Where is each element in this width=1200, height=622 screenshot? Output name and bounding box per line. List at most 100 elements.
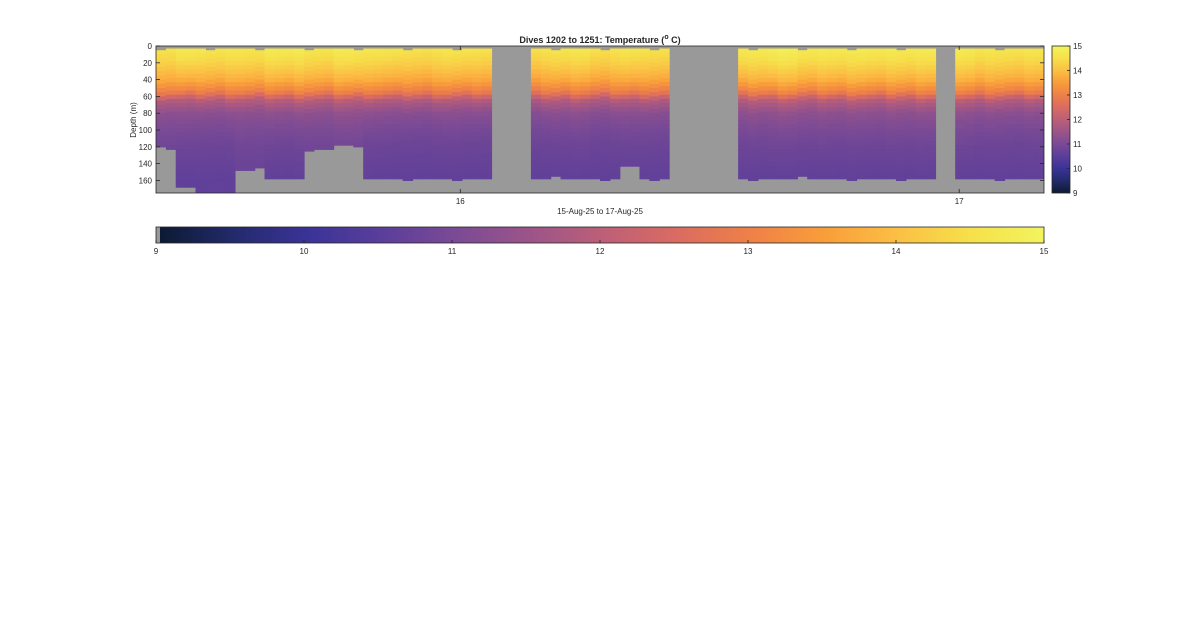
heatmap-cell (323, 124, 335, 129)
heatmap-cell (530, 166, 542, 171)
heatmap-cell (294, 132, 305, 138)
heatmap-cell (974, 174, 986, 180)
heatmap-cell (925, 56, 937, 62)
heatmap-cell (442, 140, 453, 146)
heatmap-cell (422, 65, 433, 71)
heatmap-cell (580, 65, 591, 71)
heatmap-cell (333, 140, 345, 146)
heatmap-cell (1004, 136, 1015, 142)
heatmap-cell (461, 119, 473, 125)
heatmap-cell (304, 75, 315, 81)
heatmap-cell (432, 61, 443, 66)
heatmap-cell (866, 98, 877, 104)
heatmap-cell (373, 48, 384, 54)
heatmap-cell (738, 98, 749, 104)
heatmap-cell (264, 77, 275, 83)
heatmap-cell (600, 146, 611, 152)
heatmap-cell (442, 157, 453, 163)
heatmap-cell (284, 98, 295, 104)
heatmap-cell (343, 65, 354, 71)
heatmap-cell (846, 121, 858, 127)
heatmap-cell (353, 104, 364, 110)
heatmap-cell (382, 82, 394, 87)
heatmap-cell (777, 111, 789, 117)
heatmap-cell (402, 159, 414, 165)
heatmap-cell (896, 109, 907, 114)
heatmap-cell (787, 157, 798, 163)
heatmap-cell (659, 149, 670, 155)
heatmap-cell (905, 136, 917, 142)
heatmap-cell (797, 96, 808, 102)
heatmap-cell (225, 115, 236, 121)
heatmap-cell (896, 138, 907, 144)
heatmap-cell (757, 77, 769, 83)
heatmap-cell (294, 52, 305, 58)
heatmap-cell (965, 48, 976, 54)
heatmap-cell (294, 48, 305, 54)
y-tick-label: 140 (139, 160, 153, 169)
heatmap-cell (205, 71, 216, 76)
heatmap-cell (185, 77, 197, 83)
heatmap-cell (994, 58, 1006, 64)
heatmap-cell (1014, 86, 1025, 92)
heatmap-cell (363, 73, 374, 79)
heatmap-cell (777, 98, 789, 104)
heatmap-cell (313, 107, 325, 113)
heatmap-cell (886, 111, 897, 117)
heatmap-cell (757, 52, 769, 58)
heatmap-cell (392, 149, 404, 155)
side-colorbar-tick-label: 11 (1073, 140, 1082, 149)
heatmap-cell (846, 62, 858, 68)
heatmap-cell (304, 121, 315, 127)
heatmap-cell (442, 145, 453, 150)
heatmap-cell (442, 69, 453, 75)
heatmap-cell (905, 61, 917, 66)
heatmap-cell (185, 178, 197, 184)
heatmap-cell (649, 159, 660, 165)
heatmap-cell (826, 90, 838, 96)
heatmap-cell (767, 86, 779, 92)
heatmap-cell (205, 113, 216, 118)
heatmap-cell (876, 56, 887, 62)
heatmap-cell (432, 153, 443, 159)
heatmap-cell (343, 94, 354, 100)
heatmap-cell (560, 48, 571, 54)
heatmap-cell (974, 124, 986, 129)
heatmap-cell (284, 52, 295, 58)
heatmap-cell (185, 52, 197, 58)
heatmap-cell (1014, 149, 1025, 155)
heatmap-cell (856, 90, 867, 96)
heatmap-cell (797, 50, 808, 55)
heatmap-cell (609, 170, 621, 176)
heatmap-cell (787, 73, 798, 79)
heatmap-cell (787, 98, 798, 104)
heatmap-cell (195, 170, 206, 176)
heatmap-cell (165, 48, 177, 54)
heatmap-cell (590, 103, 601, 108)
heatmap-cell (915, 161, 927, 167)
heatmap-cell (284, 128, 295, 134)
heatmap-cell (1014, 61, 1025, 66)
heatmap-cell (639, 153, 650, 159)
heatmap-cell (748, 125, 759, 131)
heatmap-cell (649, 163, 660, 169)
heatmap-cell (373, 119, 384, 125)
heatmap-cell (442, 82, 453, 87)
heatmap-cell (738, 157, 749, 163)
heatmap-cell (382, 61, 394, 66)
heatmap-cell (826, 111, 838, 117)
heatmap-cell (550, 88, 562, 93)
heatmap-cell (738, 48, 749, 54)
heatmap-cell (580, 94, 591, 100)
heatmap-cell (323, 145, 335, 150)
heatmap-cell (244, 73, 256, 79)
heatmap-cell (195, 77, 206, 83)
heatmap-cell (600, 138, 611, 144)
heatmap-cell (629, 115, 641, 121)
heatmap-cell (412, 140, 423, 146)
heatmap-cell (886, 52, 897, 58)
heatmap-cell (570, 145, 581, 150)
heatmap-cell (590, 77, 601, 83)
heatmap-cell (294, 161, 305, 167)
heatmap-cell (580, 82, 591, 87)
